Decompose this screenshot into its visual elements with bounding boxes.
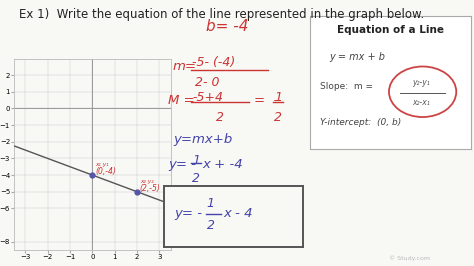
Text: x₂ y₂: x₂ y₂ — [140, 178, 154, 184]
Text: Slope:  m =: Slope: m = — [320, 82, 373, 92]
Text: © Study.com: © Study.com — [389, 255, 429, 261]
Text: y= -: y= - — [175, 207, 203, 220]
Text: y₂-y₁: y₂-y₁ — [412, 78, 430, 88]
Text: 2: 2 — [207, 219, 215, 232]
Text: 2: 2 — [192, 172, 200, 185]
Text: 1: 1 — [207, 197, 215, 210]
Text: 2- 0: 2- 0 — [195, 76, 220, 89]
Text: Ex 1)  Write the equation of the line represented in the graph below.: Ex 1) Write the equation of the line rep… — [19, 8, 424, 21]
Text: x₁ y₁: x₁ y₁ — [95, 162, 109, 167]
Text: Y-intercept:  (0, b): Y-intercept: (0, b) — [320, 118, 401, 127]
Text: (0,-4): (0,-4) — [95, 167, 116, 176]
Text: 2: 2 — [274, 111, 282, 124]
Text: -5+4: -5+4 — [192, 91, 223, 104]
Text: m=: m= — [173, 60, 197, 73]
Text: x₂-x₁: x₂-x₁ — [412, 98, 430, 107]
Text: y=mx+b: y=mx+b — [173, 133, 232, 146]
Text: (2,-5): (2,-5) — [140, 184, 161, 193]
Text: 2: 2 — [216, 111, 224, 124]
Text: 1: 1 — [274, 91, 282, 104]
Text: y = mx + b: y = mx + b — [330, 52, 386, 62]
Text: 1: 1 — [192, 154, 200, 167]
Text: M =: M = — [168, 94, 195, 107]
Text: =  -: = - — [254, 94, 278, 107]
Text: Equation of a Line: Equation of a Line — [337, 25, 444, 35]
Text: y= -: y= - — [168, 158, 196, 171]
Text: x - 4: x - 4 — [224, 207, 253, 220]
Text: -5- (-4): -5- (-4) — [192, 56, 235, 69]
Text: b= -4: b= -4 — [206, 19, 249, 34]
Text: x + -4: x + -4 — [202, 158, 243, 171]
